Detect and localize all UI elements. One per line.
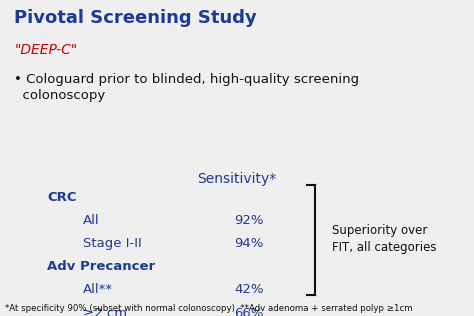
Text: Stage I-II: Stage I-II — [83, 237, 142, 250]
Text: Sensitivity*: Sensitivity* — [197, 172, 277, 186]
Text: All**: All** — [83, 283, 113, 296]
Text: CRC: CRC — [47, 191, 77, 204]
Text: *At specificity 90% (subset with normal colonoscopy)  **Adv adenoma + serrated p: *At specificity 90% (subset with normal … — [5, 304, 412, 313]
Text: ≥2 cm: ≥2 cm — [83, 307, 127, 316]
Text: 94%: 94% — [234, 237, 264, 250]
Text: Pivotal Screening Study: Pivotal Screening Study — [14, 9, 257, 27]
Text: "DEEP-C": "DEEP-C" — [14, 43, 77, 57]
Text: All: All — [83, 214, 100, 227]
Text: • Cologuard prior to blinded, high-quality screening
  colonoscopy: • Cologuard prior to blinded, high-quali… — [14, 73, 359, 102]
Text: Superiority over
FIT, all categories: Superiority over FIT, all categories — [332, 224, 436, 253]
Text: 92%: 92% — [234, 214, 264, 227]
Text: 42%: 42% — [234, 283, 264, 296]
Text: Adv Precancer: Adv Precancer — [47, 260, 155, 273]
Text: 66%: 66% — [234, 307, 264, 316]
